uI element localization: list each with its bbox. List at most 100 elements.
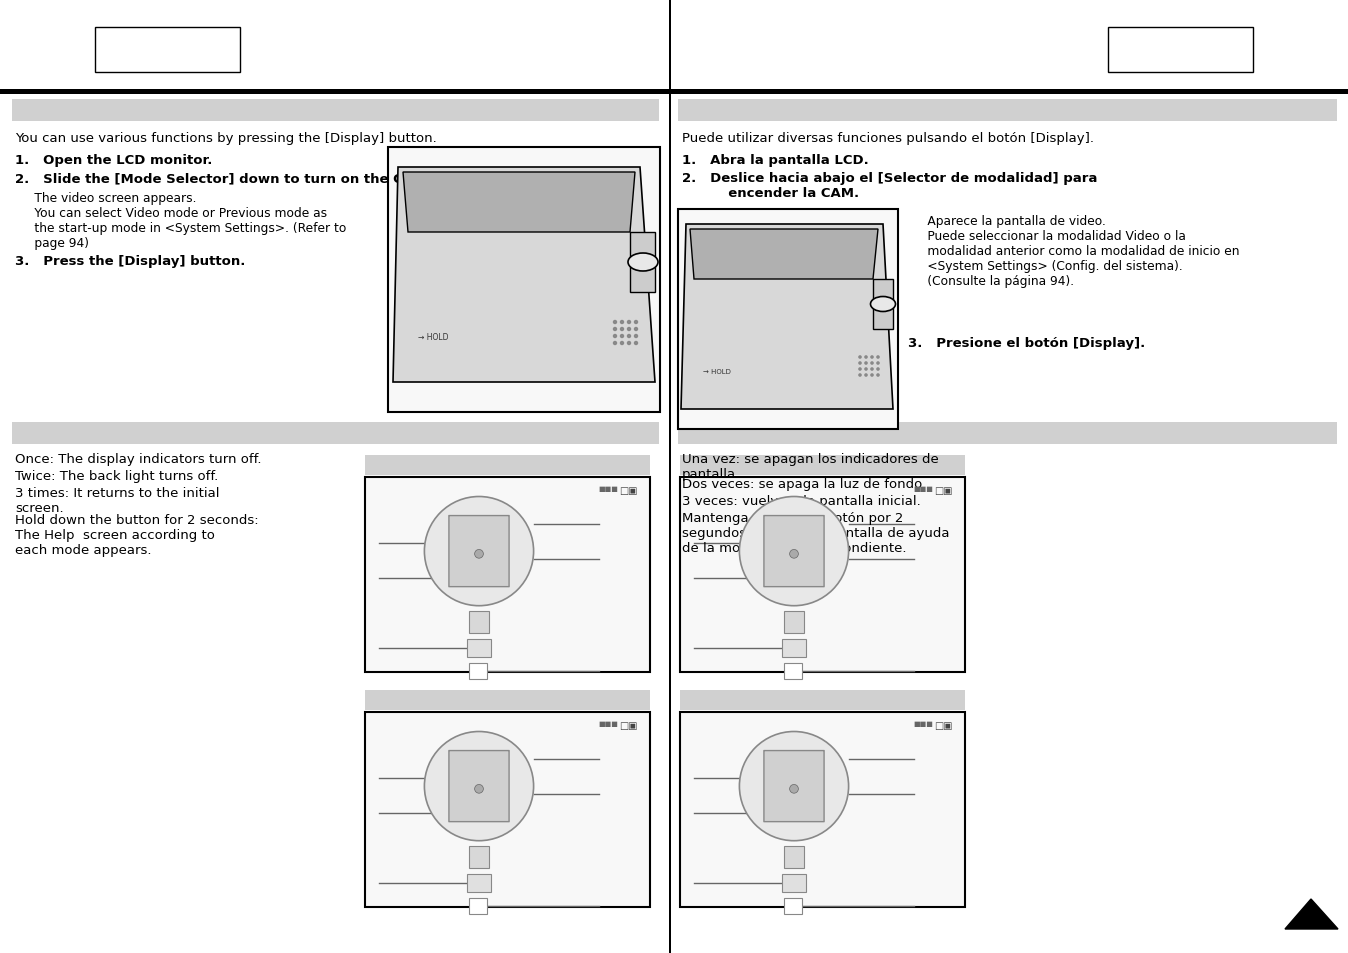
Bar (0, 90, 1348, 95)
Bar (12, 422, 659, 444)
Circle shape (613, 335, 617, 339)
Text: OFF: OFF (790, 619, 798, 624)
Text: → HOLD: → HOLD (418, 334, 449, 342)
Bar (679, 456, 965, 476)
Bar (669, 0, 671, 953)
Text: OFF: OFF (474, 619, 484, 624)
Circle shape (876, 362, 880, 365)
Text: MENU: MENU (789, 903, 801, 908)
FancyBboxPatch shape (365, 477, 650, 672)
Text: ■■■: ■■■ (913, 485, 933, 492)
Circle shape (864, 355, 868, 359)
Text: Twice: The back light turns off.: Twice: The back light turns off. (15, 470, 218, 482)
Circle shape (627, 328, 631, 332)
Circle shape (859, 374, 861, 377)
FancyBboxPatch shape (679, 712, 965, 907)
Text: OFF: OFF (790, 854, 798, 860)
FancyBboxPatch shape (466, 639, 491, 657)
Text: You can use various functions by pressing the [Display] button.: You can use various functions by pressin… (15, 132, 437, 145)
Polygon shape (394, 168, 655, 382)
Circle shape (740, 497, 849, 606)
Circle shape (871, 368, 874, 372)
Circle shape (627, 341, 631, 346)
Circle shape (634, 320, 638, 325)
Text: MENU: MENU (473, 903, 485, 908)
Text: 3 veces: vuelve a la pantalla inicial.: 3 veces: vuelve a la pantalla inicial. (682, 495, 921, 507)
Circle shape (871, 374, 874, 377)
FancyBboxPatch shape (785, 611, 803, 633)
Text: 3.   Press the [Display] button.: 3. Press the [Display] button. (15, 254, 245, 268)
FancyBboxPatch shape (782, 639, 806, 657)
Text: 3.   Presione el botón [Display].: 3. Presione el botón [Display]. (909, 336, 1146, 350)
Text: ■■■: ■■■ (599, 485, 617, 492)
Text: Once: The display indicators turn off.: Once: The display indicators turn off. (15, 453, 262, 465)
FancyBboxPatch shape (785, 846, 803, 868)
FancyBboxPatch shape (469, 611, 489, 633)
Circle shape (620, 335, 624, 339)
Text: □▣: □▣ (620, 485, 638, 496)
Circle shape (876, 355, 880, 359)
Text: MODE: MODE (787, 881, 801, 884)
Text: ■■■: ■■■ (913, 720, 933, 726)
FancyBboxPatch shape (466, 874, 491, 892)
FancyBboxPatch shape (782, 874, 806, 892)
Ellipse shape (871, 297, 895, 313)
FancyBboxPatch shape (678, 210, 898, 430)
Circle shape (613, 328, 617, 332)
FancyBboxPatch shape (449, 751, 510, 821)
Circle shape (864, 362, 868, 365)
Text: Puede utilizar diversas funciones pulsando el botón [Display].: Puede utilizar diversas funciones pulsan… (682, 132, 1095, 145)
Circle shape (627, 335, 631, 339)
Circle shape (740, 732, 849, 841)
Circle shape (620, 320, 624, 325)
Circle shape (425, 732, 534, 841)
FancyBboxPatch shape (469, 663, 487, 679)
Bar (365, 456, 650, 476)
Circle shape (790, 550, 798, 558)
Text: Una vez: se apagan los indicadores de
pantalla.: Una vez: se apagan los indicadores de pa… (682, 453, 938, 480)
Circle shape (634, 335, 638, 339)
Text: MENU: MENU (789, 669, 801, 673)
Circle shape (620, 341, 624, 346)
Circle shape (864, 374, 868, 377)
Bar (874, 280, 892, 330)
Text: → HOLD: → HOLD (704, 369, 731, 375)
Circle shape (634, 328, 638, 332)
Circle shape (859, 368, 861, 372)
Circle shape (859, 355, 861, 359)
Bar (12, 100, 659, 122)
Text: □▣: □▣ (934, 720, 953, 730)
Polygon shape (403, 172, 635, 233)
FancyBboxPatch shape (785, 898, 802, 914)
Bar (630, 233, 655, 293)
Circle shape (474, 550, 484, 558)
Text: OFF: OFF (474, 854, 484, 860)
Circle shape (627, 320, 631, 325)
Circle shape (871, 362, 874, 365)
FancyBboxPatch shape (764, 516, 824, 587)
Polygon shape (681, 225, 892, 410)
Text: 2.   Deslice hacia abajo el [Selector de modalidad] para
          encender la C: 2. Deslice hacia abajo el [Selector de m… (682, 172, 1097, 200)
FancyBboxPatch shape (469, 846, 489, 868)
Circle shape (613, 341, 617, 346)
Circle shape (425, 497, 534, 606)
Text: 1.   Open the LCD monitor.: 1. Open the LCD monitor. (15, 153, 213, 167)
Circle shape (871, 355, 874, 359)
Text: Aparece la pantalla de video.: Aparece la pantalla de video. (909, 214, 1105, 228)
FancyBboxPatch shape (785, 663, 802, 679)
FancyBboxPatch shape (469, 898, 487, 914)
Text: Hold down the button for 2 seconds:
The Help  screen according to
each mode appe: Hold down the button for 2 seconds: The … (15, 514, 259, 557)
Text: 3 times: It returns to the initial
screen.: 3 times: It returns to the initial scree… (15, 486, 220, 515)
Bar (679, 690, 965, 710)
Bar (678, 100, 1337, 122)
Text: MODE: MODE (473, 646, 485, 650)
Bar (678, 422, 1337, 444)
Circle shape (864, 368, 868, 372)
Text: You can select Video mode or Previous mode as
     the start-up mode in <System : You can select Video mode or Previous mo… (15, 207, 346, 250)
FancyBboxPatch shape (449, 516, 510, 587)
Text: ■■■: ■■■ (599, 720, 617, 726)
Text: □▣: □▣ (934, 485, 953, 496)
Circle shape (634, 341, 638, 346)
Text: Mantenga pulsado el botón por 2
segundos: aparece la pantalla de ayuda
de la mod: Mantenga pulsado el botón por 2 segundos… (682, 512, 949, 555)
Text: MODE: MODE (473, 881, 485, 884)
